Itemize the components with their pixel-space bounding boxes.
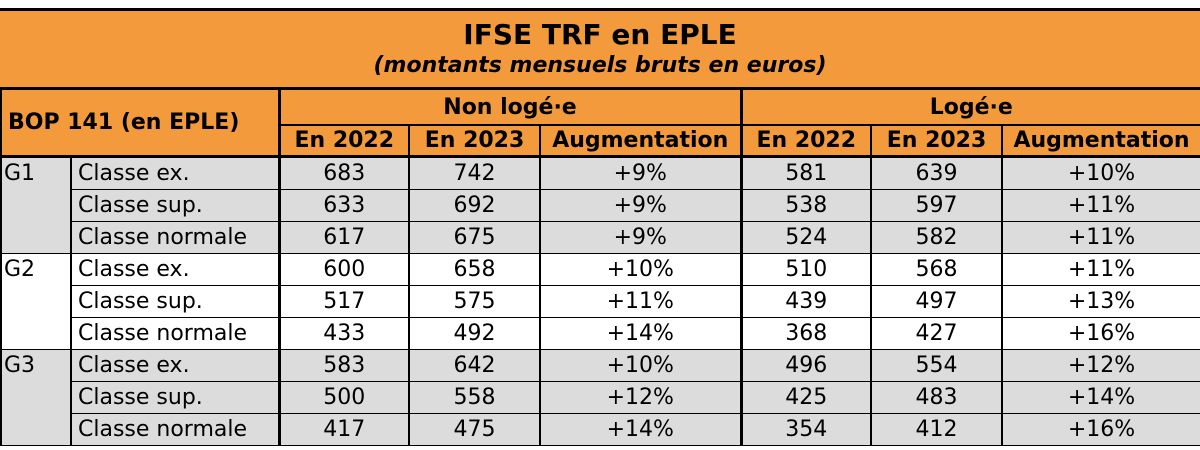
title-block: IFSE TRF en EPLE (montants mensuels brut… <box>0 11 1200 90</box>
cell-nl-2022: 683 <box>277 156 411 190</box>
grade-cell <box>0 189 72 222</box>
group-header-loge: Logé·e <box>739 90 1200 126</box>
ifse-table-frame: IFSE TRF en EPLE (montants mensuels brut… <box>0 8 1200 446</box>
cell-l-augmentation: +12% <box>1001 349 1200 382</box>
cell-nl-augmentation: +9% <box>539 189 743 222</box>
cell-nl-2022: 433 <box>277 317 411 350</box>
cell-l-2023: 412 <box>870 413 1004 446</box>
cell-l-2023: 582 <box>870 221 1004 254</box>
cell-nl-augmentation: +11% <box>539 285 743 318</box>
classe-cell: Classe ex. <box>69 156 281 190</box>
grade-cell <box>0 317 72 350</box>
grade-cell: G2 <box>0 253 72 286</box>
col-header-nl-augmentation: Augmentation <box>539 125 743 158</box>
cell-l-2023: 597 <box>870 189 1004 222</box>
group-header-non-loge: Non logé·e <box>277 90 743 126</box>
classe-cell: Classe sup. <box>69 285 281 318</box>
table-row: Classe normale 433 492 +14% 368 427 +16% <box>0 317 1200 350</box>
cell-nl-2022: 583 <box>277 349 411 382</box>
classe-cell: Classe ex. <box>69 253 281 286</box>
cell-l-2022: 538 <box>739 189 873 222</box>
cell-nl-augmentation: +10% <box>539 253 743 286</box>
cell-l-augmentation: +11% <box>1001 189 1200 222</box>
table-row: G1 Classe ex. 683 742 +9% 581 639 +10% <box>0 156 1200 190</box>
table-row: Classe sup. 500 558 +12% 425 483 +14% <box>0 381 1200 414</box>
cell-l-2022: 354 <box>739 413 873 446</box>
cell-nl-2022: 617 <box>277 221 411 254</box>
cell-l-2022: 510 <box>739 253 873 286</box>
cell-nl-augmentation: +14% <box>539 413 743 446</box>
cell-l-2023: 497 <box>870 285 1004 318</box>
cell-l-2022: 368 <box>739 317 873 350</box>
cell-l-2023: 427 <box>870 317 1004 350</box>
ifse-table: BOP 141 (en EPLE) Non logé·e Logé·e En 2… <box>0 90 1200 446</box>
cell-nl-2023: 575 <box>408 285 542 318</box>
cell-nl-2022: 633 <box>277 189 411 222</box>
grade-cell <box>0 381 72 414</box>
table-row: Classe normale 417 475 +14% 354 412 +16% <box>0 413 1200 446</box>
cell-nl-2022: 417 <box>277 413 411 446</box>
cell-nl-2023: 475 <box>408 413 542 446</box>
cell-l-2022: 439 <box>739 285 873 318</box>
cell-l-augmentation: +10% <box>1001 156 1200 190</box>
col-header-l-augmentation: Augmentation <box>1001 125 1200 158</box>
cell-nl-2023: 658 <box>408 253 542 286</box>
cell-nl-2023: 492 <box>408 317 542 350</box>
cell-nl-augmentation: +9% <box>539 156 743 190</box>
table-title: IFSE TRF en EPLE <box>463 18 737 51</box>
bop-header: BOP 141 (en EPLE) <box>0 90 281 158</box>
classe-cell: Classe sup. <box>69 381 281 414</box>
cell-nl-2022: 500 <box>277 381 411 414</box>
cell-l-2023: 639 <box>870 156 1004 190</box>
cell-l-2022: 524 <box>739 221 873 254</box>
table-row: G3 Classe ex. 583 642 +10% 496 554 +12% <box>0 349 1200 382</box>
cell-nl-2023: 692 <box>408 189 542 222</box>
cell-nl-2022: 600 <box>277 253 411 286</box>
col-header-l-2022: En 2022 <box>739 125 873 158</box>
cell-l-augmentation: +14% <box>1001 381 1200 414</box>
table-row: Classe sup. 633 692 +9% 538 597 +11% <box>0 189 1200 222</box>
cell-nl-2023: 558 <box>408 381 542 414</box>
col-header-l-2023: En 2023 <box>870 125 1004 158</box>
col-header-nl-2022: En 2022 <box>277 125 411 158</box>
table-row: Classe normale 617 675 +9% 524 582 +11% <box>0 221 1200 254</box>
grade-cell: G1 <box>0 156 72 190</box>
cell-l-2022: 496 <box>739 349 873 382</box>
classe-cell: Classe normale <box>69 413 281 446</box>
col-header-nl-2023: En 2023 <box>408 125 542 158</box>
cell-l-2023: 568 <box>870 253 1004 286</box>
cell-l-2022: 425 <box>739 381 873 414</box>
cell-nl-augmentation: +12% <box>539 381 743 414</box>
table-subtitle: (montants mensuels bruts en euros) <box>373 53 827 78</box>
cell-l-augmentation: +13% <box>1001 285 1200 318</box>
cell-l-2023: 554 <box>870 349 1004 382</box>
grade-cell <box>0 285 72 318</box>
grade-cell: G3 <box>0 349 72 382</box>
cell-l-augmentation: +16% <box>1001 317 1200 350</box>
cell-nl-2023: 675 <box>408 221 542 254</box>
cell-nl-2023: 642 <box>408 349 542 382</box>
grade-cell <box>0 413 72 446</box>
cell-nl-2023: 742 <box>408 156 542 190</box>
cell-nl-augmentation: +10% <box>539 349 743 382</box>
grade-cell <box>0 221 72 254</box>
cell-l-2023: 483 <box>870 381 1004 414</box>
cell-nl-augmentation: +14% <box>539 317 743 350</box>
classe-cell: Classe ex. <box>69 349 281 382</box>
table-row: Classe sup. 517 575 +11% 439 497 +13% <box>0 285 1200 318</box>
classe-cell: Classe sup. <box>69 189 281 222</box>
classe-cell: Classe normale <box>69 317 281 350</box>
classe-cell: Classe normale <box>69 221 281 254</box>
cell-l-augmentation: +11% <box>1001 221 1200 254</box>
cell-nl-2022: 517 <box>277 285 411 318</box>
cell-l-augmentation: +16% <box>1001 413 1200 446</box>
cell-nl-augmentation: +9% <box>539 221 743 254</box>
cell-l-2022: 581 <box>739 156 873 190</box>
table-row: G2 Classe ex. 600 658 +10% 510 568 +11% <box>0 253 1200 286</box>
cell-l-augmentation: +11% <box>1001 253 1200 286</box>
